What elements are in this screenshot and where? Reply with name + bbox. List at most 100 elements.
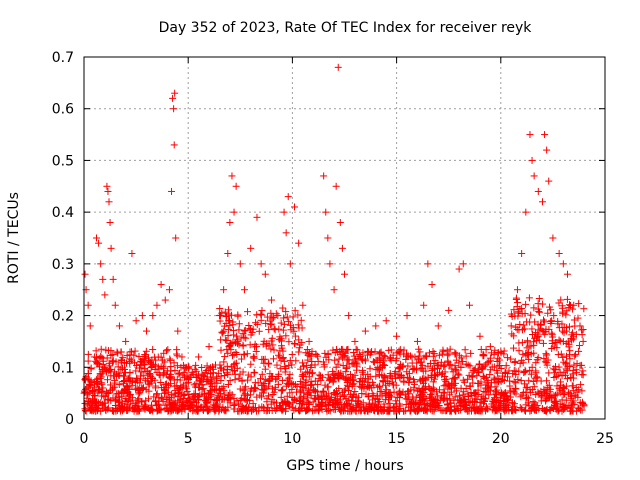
data-point xyxy=(300,389,308,397)
data-point xyxy=(220,322,228,330)
data-point xyxy=(540,354,548,362)
data-point xyxy=(90,396,98,404)
data-point xyxy=(570,361,578,369)
data-point xyxy=(286,378,294,386)
data-point xyxy=(402,355,410,363)
data-point xyxy=(487,383,495,391)
data-point xyxy=(514,309,522,317)
data-point xyxy=(538,198,546,206)
data-point xyxy=(374,356,382,364)
data-point xyxy=(493,386,501,394)
data-point xyxy=(498,390,506,398)
data-point xyxy=(422,394,430,402)
data-point xyxy=(267,309,275,317)
data-point xyxy=(226,377,234,385)
data-point xyxy=(107,244,115,252)
data-point xyxy=(486,343,494,351)
data-point xyxy=(565,323,573,331)
data-point xyxy=(192,374,200,382)
data-point xyxy=(558,372,566,380)
data-point xyxy=(258,403,266,411)
data-point xyxy=(339,373,347,381)
data-point xyxy=(578,406,586,414)
data-point xyxy=(537,325,545,333)
data-point xyxy=(217,364,225,372)
data-point xyxy=(304,405,312,413)
data-point xyxy=(532,367,540,375)
data-point xyxy=(485,358,493,366)
data-point xyxy=(551,338,559,346)
data-point xyxy=(116,401,124,409)
data-point xyxy=(310,387,318,395)
data-point xyxy=(332,405,340,413)
data-point xyxy=(270,314,278,322)
data-point xyxy=(491,407,499,415)
data-point xyxy=(184,363,192,371)
data-point xyxy=(449,368,457,376)
data-point xyxy=(293,383,301,391)
data-point xyxy=(345,356,353,364)
data-point xyxy=(386,372,394,380)
data-point xyxy=(173,376,181,384)
data-point xyxy=(516,403,524,411)
data-point xyxy=(335,355,343,363)
data-point xyxy=(403,352,411,360)
data-point xyxy=(574,314,582,322)
data-point xyxy=(495,397,503,405)
data-point xyxy=(429,384,437,392)
data-point xyxy=(482,395,490,403)
data-point xyxy=(407,399,415,407)
data-point xyxy=(253,393,261,401)
data-point xyxy=(131,404,139,412)
data-point xyxy=(346,391,354,399)
data-point xyxy=(439,388,447,396)
data-point xyxy=(217,377,225,385)
data-point xyxy=(499,397,507,405)
data-point xyxy=(544,309,552,317)
data-point xyxy=(243,396,251,404)
data-point xyxy=(455,392,463,400)
data-point xyxy=(566,301,574,309)
data-point xyxy=(431,356,439,364)
data-point xyxy=(504,373,512,381)
data-point xyxy=(300,362,308,370)
data-point xyxy=(148,362,156,370)
data-point xyxy=(277,319,285,327)
data-point xyxy=(571,392,579,400)
data-point xyxy=(171,390,179,398)
data-point xyxy=(261,365,269,373)
data-point xyxy=(340,391,348,399)
data-point xyxy=(364,405,372,413)
data-point xyxy=(466,382,474,390)
data-point xyxy=(333,346,341,354)
data-point xyxy=(288,361,296,369)
data-point xyxy=(173,362,181,370)
data-point xyxy=(565,351,573,359)
data-point xyxy=(443,347,451,355)
data-point xyxy=(384,377,392,385)
data-point xyxy=(491,394,499,402)
data-point xyxy=(199,384,207,392)
x-tick-label: 0 xyxy=(80,431,89,447)
data-point xyxy=(320,358,328,366)
data-point xyxy=(304,389,312,397)
data-point xyxy=(279,304,287,312)
data-point xyxy=(356,352,364,360)
data-point xyxy=(556,368,564,376)
data-point xyxy=(424,260,432,268)
data-point xyxy=(111,301,119,309)
data-point xyxy=(99,275,107,283)
data-point xyxy=(97,345,105,353)
data-point xyxy=(224,396,232,404)
data-point xyxy=(500,405,508,413)
data-point xyxy=(177,402,185,410)
data-point xyxy=(109,407,117,415)
data-point xyxy=(434,322,442,330)
data-point xyxy=(161,401,169,409)
data-point xyxy=(460,388,468,396)
data-point xyxy=(279,377,287,385)
data-point xyxy=(309,386,317,394)
data-point xyxy=(104,390,112,398)
data-point xyxy=(404,362,412,370)
data-point xyxy=(510,344,518,352)
